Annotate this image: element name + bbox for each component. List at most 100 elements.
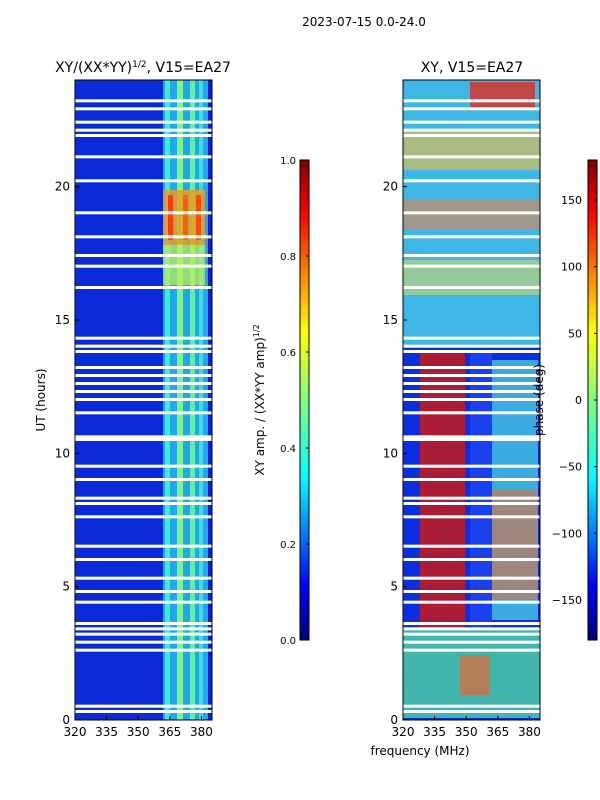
phase-gap-30 [403,254,540,257]
phase-gap-17 [403,438,540,441]
amplitude-panel-title: XY/(XX*YY)1/2, V15=EA27 [55,60,231,76]
phase-gap-11 [403,544,540,548]
phase-colorbar-label: phase (deg) [532,364,546,436]
phase-gap-9 [403,576,540,580]
amplitude-y-axis: 0 5 10 15 20 [55,180,79,727]
amplitude-y-tick-label-0: 0 [62,713,70,727]
amplitude-gap-33 [75,179,212,183]
amplitude-gap-18 [75,435,212,439]
amplitude-gap-1 [75,704,212,708]
phase-panel: XY, V15=EA27 320 335 350 365 380 0 5 10 15 20 [383,60,541,739]
amplitude-hot-stripe-2 [183,195,188,240]
amplitude-gap-6 [75,622,212,625]
phase-gap-29 [403,264,540,268]
phase-gap-12 [403,515,540,519]
phase-gap-23 [403,374,540,377]
phase-gap-8 [403,590,540,593]
amplitude-gap-39 [75,99,212,103]
phase-gap-0 [403,710,540,713]
amplitude-gap-12 [75,515,212,519]
phase-gap-26 [403,344,540,348]
phase-bottom-warm-patch [460,655,490,695]
phase-gap-2 [403,648,540,652]
phase-gap-4 [403,632,540,636]
phase-colorbar-tick-label-2: −50 [559,461,582,474]
phase-x-tick-label-4: 380 [518,725,541,739]
amplitude-colorbar-tick-label-1: 0.2 [280,540,296,551]
phase-gap-25 [403,350,540,353]
amplitude-gap-27 [75,336,212,340]
phase-gap-24 [403,366,540,369]
amplitude-gap-5 [75,627,212,631]
amplitude-colorbar-tick-label-0: 0.0 [280,636,296,647]
amplitude-x-tick-label-2: 350 [127,725,150,739]
phase-upper-warm-band-2 [403,200,540,230]
figure-suptitle: 2023-07-15 0.0-24.0 [302,15,426,29]
amplitude-y-tick-label-3: 15 [55,313,70,327]
amplitude-colorbar-ticks: 0.0 0.2 0.4 0.6 0.8 1.0 [280,156,309,647]
amplitude-gap-17 [75,438,212,441]
phase-x-tick-label-3: 365 [486,725,509,739]
amplitude-gap-9 [75,576,212,580]
amplitude-x-tick-label-0: 320 [64,725,87,739]
phase-gap-5 [403,627,540,631]
amplitude-gap-8 [75,590,212,593]
phase-top-red-patch [470,82,535,110]
phase-gap-10 [403,558,540,561]
phase-gap-20 [403,398,540,401]
amplitude-gap-28 [75,286,212,289]
phase-gap-32 [403,211,540,215]
phase-gap-35 [403,134,540,137]
amplitude-gaps [75,99,212,713]
phase-gap-16 [403,464,540,468]
amplitude-gap-0 [75,710,212,713]
amplitude-y-tick-label-4: 20 [55,180,70,194]
phase-y-tick-label-3: 15 [383,313,398,327]
amplitude-heatmap [75,80,212,720]
phase-gap-37 [403,120,540,124]
amplitude-gap-3 [75,640,212,644]
amplitude-gap-38 [75,107,212,111]
phase-panel-title: XY, V15=EA27 [421,60,523,76]
phase-heatmap [403,80,540,720]
amplitude-gap-20 [75,398,212,401]
amplitude-colorbar: 0.0 0.2 0.4 0.6 0.8 1.0 XY amp. / (XX*YY amp)… [252,156,310,647]
amplitude-gap-35 [75,134,212,137]
phase-axes-frame [402,79,541,721]
amplitude-gap-37 [75,120,212,124]
figure-x-label: frequency (MHz) [370,744,469,758]
phase-y-tick-label-0: 0 [390,713,398,727]
amplitude-gap-25 [75,350,212,353]
phase-gap-18 [403,435,540,439]
phase-y-tick-label-4: 20 [383,180,398,194]
phase-gap-39 [403,99,540,103]
phase-gap-31 [403,235,540,239]
amplitude-colorbar-tick-label-3: 0.6 [280,348,296,359]
amplitude-colorbar-tick-label-2: 0.4 [280,444,296,455]
phase-colorbar-tick-label-4: 50 [568,327,582,340]
amplitude-gap-26 [75,344,212,348]
phase-x-tick-label-1: 335 [423,725,446,739]
phase-colorbar-tick-label-6: 150 [561,194,582,207]
phase-x-tick-label-2: 350 [455,725,478,739]
amplitude-colorbar-label: XY amp. / (XX*YY amp)1/2 [252,324,267,475]
amplitude-panel: XY/(XX*YY)1/2, V15=EA27 320 335 350 365 380 … [34,60,231,739]
amplitude-colorbar-tick-label-5: 1.0 [280,156,296,167]
amplitude-gap-34 [75,155,212,159]
amplitude-gap-14 [75,496,212,500]
phase-gap-34 [403,155,540,159]
amplitude-gap-31 [75,235,212,239]
phase-x-axis: 320 335 350 365 380 [392,716,541,739]
amplitude-gap-2 [75,648,212,652]
amplitude-gap-36 [75,128,212,132]
amplitude-x-tick-label-3: 365 [158,725,181,739]
amplitude-gap-19 [75,411,212,415]
amplitude-gap-23 [75,374,212,377]
phase-gap-6 [403,622,540,625]
phase-gap-19 [403,411,540,415]
amplitude-gap-24 [75,366,212,369]
amplitude-axes-frame [74,79,213,721]
amplitude-y-tick-label-2: 10 [55,446,70,460]
phase-gap-15 [403,478,540,481]
